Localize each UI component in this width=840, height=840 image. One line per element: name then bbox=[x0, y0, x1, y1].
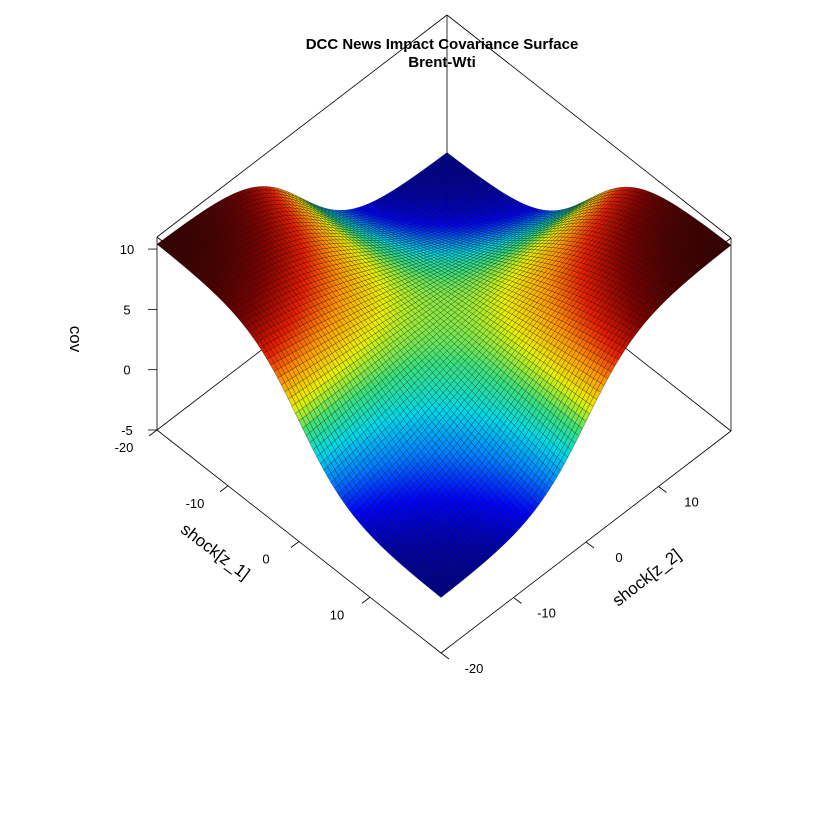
covariance-surface bbox=[156, 152, 732, 598]
box-edge bbox=[446, 14, 732, 239]
chart-subtitle: Brent-Wti bbox=[408, 54, 476, 71]
box-edge bbox=[156, 14, 448, 238]
chart-title: DCC News Impact Covariance Surface bbox=[306, 36, 579, 53]
